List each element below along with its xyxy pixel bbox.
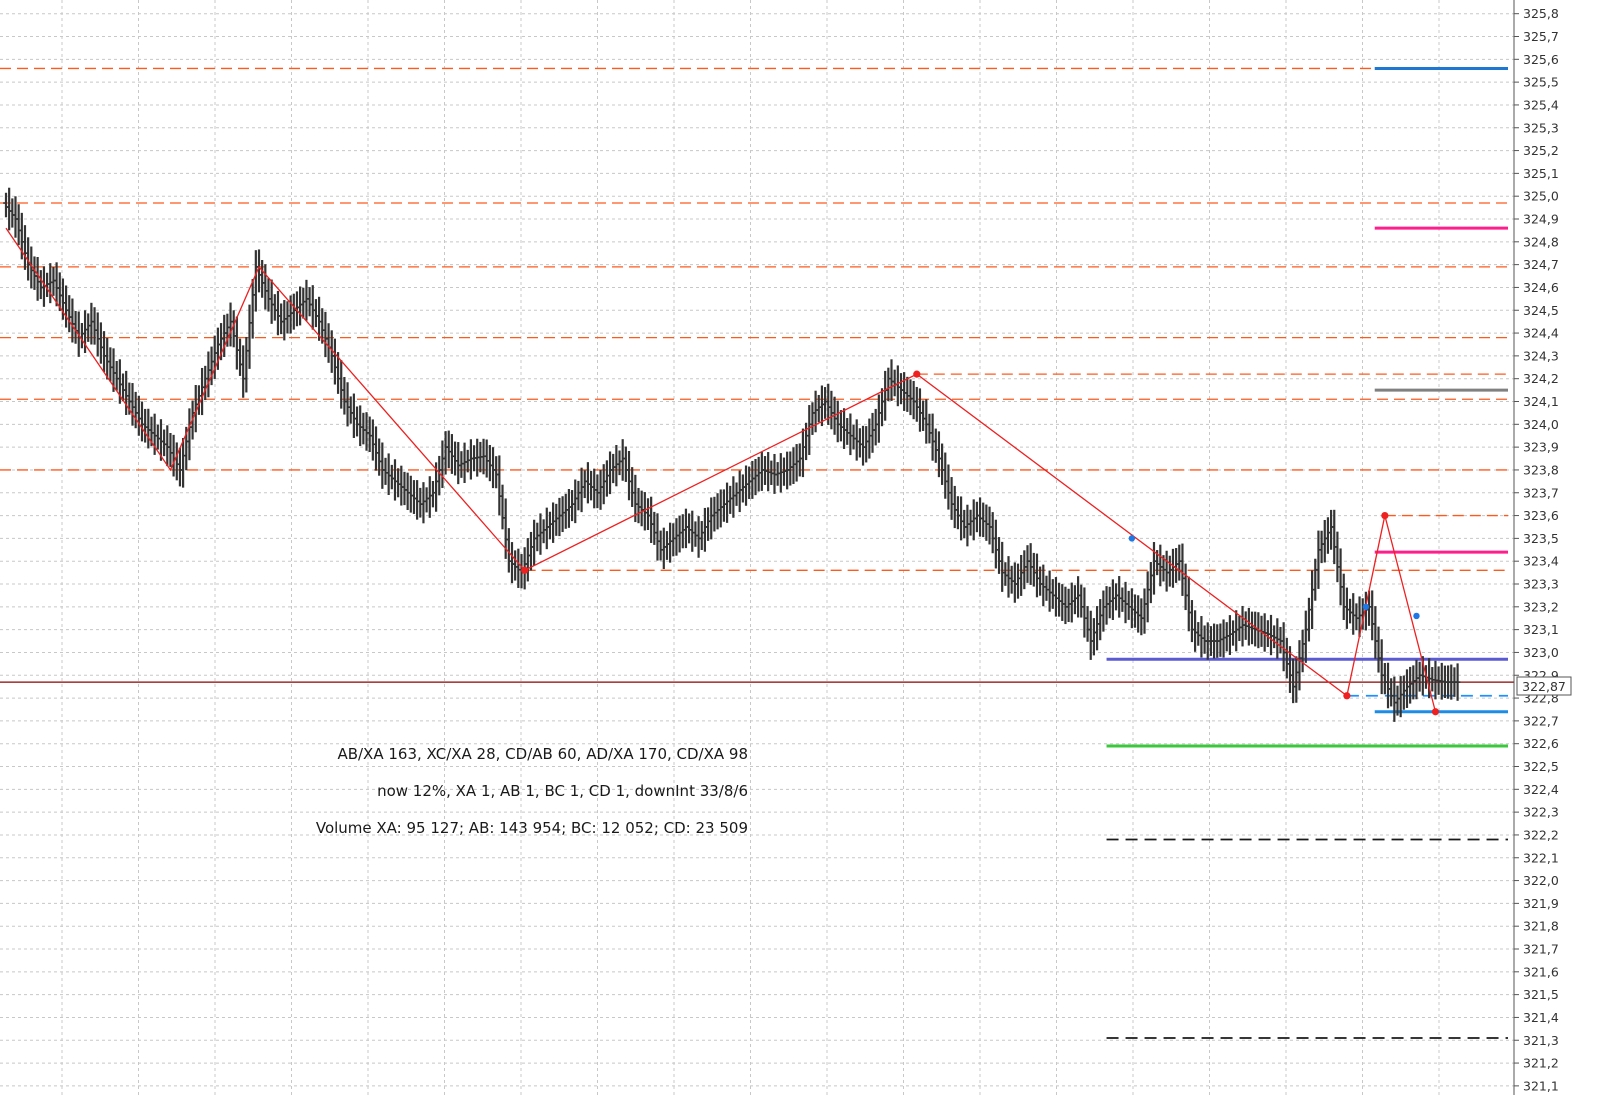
y-tick-label: 322,1 [1523, 850, 1559, 865]
y-tick-label: 325,0 [1523, 189, 1559, 204]
y-tick-label: 323,6 [1523, 508, 1559, 523]
y-tick-label: 323,2 [1523, 599, 1559, 614]
y-tick-label: 325,5 [1523, 75, 1559, 90]
ratio-annotation: AB/XA 163, XC/XA 28, CD/AB 60, AD/XA 170… [337, 745, 748, 763]
pattern-pivot-marker [913, 370, 921, 378]
y-tick-label: 321,2 [1523, 1056, 1559, 1071]
y-tick-label: 322,2 [1523, 827, 1559, 842]
y-tick-label: 322,3 [1523, 805, 1559, 820]
y-tick-label: 324,7 [1523, 257, 1559, 272]
y-tick-label: 323,5 [1523, 531, 1559, 546]
current-price-label-text: 322,87 [1522, 679, 1566, 694]
volume-annotation: Volume XA: 95 127; AB: 143 954; BC: 12 0… [316, 819, 748, 837]
y-tick-label: 324,0 [1523, 417, 1559, 432]
y-tick-label: 324,9 [1523, 212, 1559, 227]
y-tick-label: 324,6 [1523, 280, 1559, 295]
y-tick-label: 325,1 [1523, 166, 1559, 181]
y-tick-label: 322,5 [1523, 759, 1559, 774]
y-tick-label: 321,6 [1523, 964, 1559, 979]
y-tick-label: 324,8 [1523, 234, 1559, 249]
y-tick-label: 323,8 [1523, 462, 1559, 477]
y-tick-label: 321,1 [1523, 1078, 1559, 1093]
y-tick-label: 321,3 [1523, 1033, 1559, 1048]
current-price-label-box [1516, 676, 1572, 696]
price-axis[interactable]: 325,8 325,7 325,6 325,5 325,4 325,3 325,2 325,1… [1513, 0, 1559, 1095]
y-tick-label: 321,9 [1523, 896, 1559, 911]
y-tick-label: 323,4 [1523, 554, 1559, 569]
y-tick-label: 324,2 [1523, 371, 1559, 386]
y-tick-label: 324,4 [1523, 326, 1559, 341]
y-tick-label: 325,3 [1523, 120, 1559, 135]
y-tick-label: 321,4 [1523, 1010, 1559, 1025]
pattern-pivot-marker [521, 566, 529, 574]
pattern-pivot-marker [1343, 692, 1351, 700]
y-tick-label: 325,2 [1523, 143, 1559, 158]
y-tick-label: 325,8 [1523, 6, 1559, 21]
y-tick-label: 325,4 [1523, 97, 1559, 112]
y-tick-label: 322,4 [1523, 782, 1559, 797]
y-tick-label: 322,6 [1523, 736, 1559, 751]
y-tick-label: 321,8 [1523, 919, 1559, 934]
pattern-zigzag-line [5, 227, 1437, 712]
xabcd-pattern [5, 227, 1440, 716]
y-tick-label: 323,1 [1523, 622, 1559, 637]
dashed-level-lines [0, 67, 1508, 571]
pattern-target-marker [1413, 612, 1420, 620]
y-tick-label: 322,7 [1523, 713, 1559, 728]
y-tick-label: 323,7 [1523, 485, 1559, 500]
grid [0, 0, 1514, 1095]
y-tick-label: 324,1 [1523, 394, 1559, 409]
pattern-info: AB/XA 163, XC/XA 28, CD/AB 60, AD/XA 170… [316, 745, 748, 837]
y-tick-label: 325,7 [1523, 29, 1559, 44]
y-tick-label: 323,0 [1523, 645, 1559, 660]
pattern-pivot-marker [1431, 708, 1440, 716]
pattern-target-marker [1128, 535, 1136, 542]
y-tick-label: 324,5 [1523, 303, 1559, 318]
y-tick-label: 322,0 [1523, 873, 1559, 888]
pattern-pivot-marker [1381, 511, 1389, 520]
y-tick-label: 323,3 [1523, 577, 1559, 592]
y-tick-label: 323,9 [1523, 440, 1559, 455]
y-tick-label: 321,5 [1523, 987, 1559, 1002]
pattern-target-marker [1362, 603, 1370, 611]
y-tick-label: 325,6 [1523, 52, 1559, 67]
y-tick-label: 324,3 [1523, 348, 1559, 363]
y-tick-label: 321,7 [1523, 942, 1559, 957]
current-price-label: 322,87 [1516, 676, 1572, 696]
progress-annotation: now 12%, XA 1, AB 1, BC 1, CD 1, downInt… [377, 782, 748, 800]
